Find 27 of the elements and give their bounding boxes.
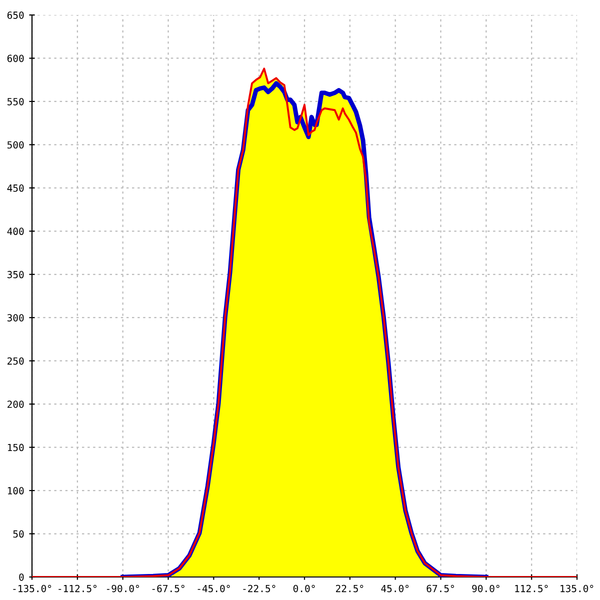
y-tick-label: 200 — [8, 400, 24, 408]
y-tick-label: 250 — [8, 357, 24, 365]
y-tick-label: 150 — [8, 444, 24, 452]
y-tick-label: 350 — [7, 270, 24, 278]
x-tick-label: 90.0° — [472, 584, 500, 592]
y-tick-label: 550 — [7, 98, 24, 106]
y-tick-label: 300 — [7, 314, 24, 322]
y-tick-label: 650 — [7, 12, 24, 19]
x-tick-label: 112.5° — [515, 584, 548, 592]
x-tick-label: 0.0° — [293, 584, 315, 592]
y-tick-label: 450 — [7, 184, 24, 192]
y-tick-label: 0 — [19, 574, 24, 581]
x-tick-label: -67.5° — [152, 584, 184, 592]
y-tick-label: 100 — [8, 487, 24, 494]
x-tick-label: -135.0° — [13, 584, 52, 592]
x-tick-label: 135.0° — [560, 584, 594, 592]
y-tick-label: 50 — [13, 530, 24, 538]
y-tick-label: 600 — [7, 54, 24, 62]
x-tick-label: 67.5° — [426, 584, 454, 592]
y-tick-label: 500 — [7, 141, 24, 149]
x-tick-label: 45.0° — [381, 584, 409, 592]
x-tick-label: -22.5° — [243, 584, 276, 592]
x-tick-label: -45.0° — [198, 584, 230, 592]
x-tick-label: -112.5° — [58, 584, 96, 592]
x-tick-label: -90.0° — [106, 584, 139, 592]
y-tick-label: 400 — [7, 228, 24, 236]
x-tick-label: 22.5° — [336, 584, 364, 592]
